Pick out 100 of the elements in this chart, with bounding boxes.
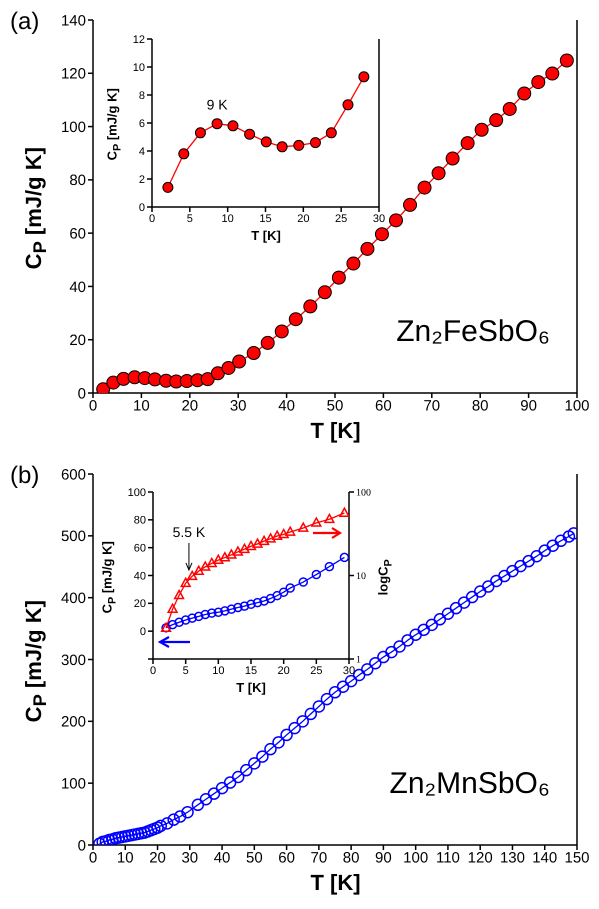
y-tick-label: 600 [60, 466, 86, 484]
y-tick-label: 400 [60, 590, 86, 607]
chart-title: (a) [10, 8, 40, 36]
point [360, 242, 374, 256]
point [187, 613, 197, 623]
point [303, 299, 318, 314]
chart-title: (b) [10, 462, 40, 490]
point [226, 549, 237, 559]
point [240, 601, 250, 611]
point [266, 594, 276, 604]
x-tick-label: 80 [472, 398, 489, 415]
point [278, 528, 289, 538]
point [194, 127, 206, 138]
point [460, 136, 475, 150]
x-tick-label: 60 [375, 398, 392, 415]
x-tick-label: 0 [148, 212, 156, 225]
point [293, 140, 304, 151]
point [324, 514, 335, 524]
point [432, 166, 446, 180]
y-tick-label: 60 [69, 225, 86, 242]
x-tick-label: 30 [372, 212, 386, 225]
x-tick-label: 50 [246, 850, 263, 867]
x-axis-title: T [K] [235, 680, 267, 695]
x-tick-label: 25 [310, 664, 322, 677]
point [298, 522, 308, 532]
x-tick-label: 30 [230, 398, 247, 415]
point [272, 590, 282, 600]
point [311, 517, 322, 527]
y-tick-label: 300 [60, 652, 86, 669]
x-tick-label: 130 [500, 850, 525, 867]
y2-tick-label: 1 [356, 654, 361, 666]
x-tick-label: 20 [297, 212, 310, 225]
y-tick-label: 2 [138, 174, 145, 186]
x-tick-label: 40 [278, 398, 295, 415]
point [220, 552, 230, 562]
y-tick-label: 140 [60, 12, 86, 30]
y-tick-label: 100 [128, 486, 146, 499]
point [222, 360, 236, 375]
point [252, 598, 262, 608]
point [346, 256, 360, 271]
annotation: 5.5 K [172, 524, 206, 540]
point [200, 610, 210, 620]
point [148, 372, 162, 386]
x-tick-label: 60 [278, 850, 295, 867]
y-tick-label: 500 [60, 528, 86, 546]
point [517, 86, 532, 101]
y-tick-label: 20 [69, 332, 86, 350]
point [332, 270, 346, 285]
point [489, 113, 504, 128]
x-tick-label: 0 [150, 664, 156, 677]
y-tick-label: 200 [60, 714, 86, 731]
y2-tick-label: 100 [356, 488, 371, 499]
point [239, 544, 250, 554]
point [258, 536, 270, 546]
point [324, 562, 334, 572]
point [358, 71, 370, 82]
point [272, 530, 282, 540]
point [374, 227, 389, 242]
x-tick-label: 20 [181, 398, 198, 415]
point [220, 606, 230, 616]
point [226, 604, 236, 614]
y-tick-label: 120 [60, 66, 86, 83]
point [545, 66, 560, 81]
annotation: Zn₂FeSbO₆ [396, 315, 550, 349]
point [168, 620, 178, 630]
point [298, 577, 308, 587]
x-tick-label: 25 [335, 212, 348, 225]
point [200, 372, 215, 386]
y-tick-label: 0 [78, 837, 86, 854]
point [288, 312, 303, 326]
point [259, 596, 269, 606]
x-tick-label: 110 [436, 850, 460, 867]
x-tick-label: 120 [468, 850, 493, 867]
point [252, 538, 263, 548]
point [474, 122, 489, 137]
x-tick-label: 10 [116, 850, 134, 867]
point [200, 561, 210, 571]
x-axis-title: T [K] [309, 418, 362, 444]
point [285, 526, 296, 536]
x-tick-label: 80 [342, 850, 360, 867]
point [326, 127, 337, 138]
y-tick-label: 100 [60, 118, 86, 136]
point [180, 615, 190, 625]
y-tick-label: 0 [78, 385, 86, 402]
point [246, 346, 261, 360]
x-tick-label: 140 [532, 850, 558, 867]
point [246, 600, 256, 610]
annotation: 9 K [206, 96, 228, 113]
point [178, 148, 190, 160]
point [233, 602, 243, 612]
point [339, 507, 349, 517]
x-tick-label: 90 [520, 398, 537, 415]
x-tick-label: 70 [423, 398, 440, 415]
point [194, 612, 204, 622]
x-tick-label: 100 [564, 398, 590, 415]
y-tick-label: 10 [132, 62, 145, 74]
y-tick-label: 6 [138, 118, 145, 130]
point [227, 120, 238, 132]
x-axis-title: T [K] [309, 870, 362, 896]
x-tick-label: 5 [186, 212, 193, 225]
